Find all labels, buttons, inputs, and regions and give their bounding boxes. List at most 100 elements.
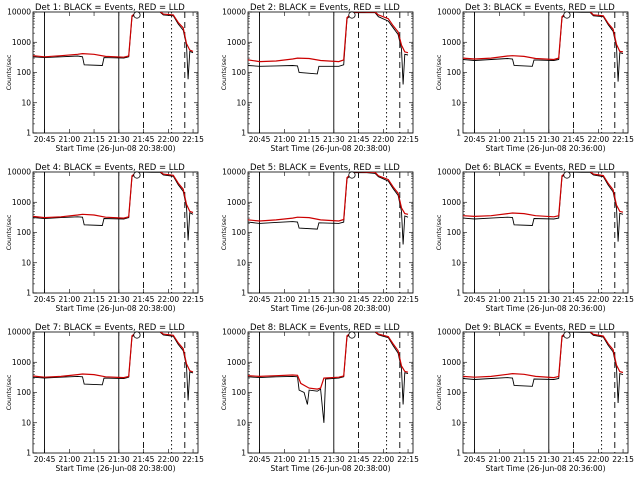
x-tick-label: 21:45 (563, 455, 585, 464)
x-tick-label: 22:00 (372, 135, 394, 144)
x-tick-label: 21:45 (348, 135, 370, 144)
y-tick-label: 10000 (222, 328, 246, 337)
panel-title: Det 8: BLACK = Events, RED = LLD (250, 323, 400, 333)
x-tick-label: 21:30 (108, 295, 130, 304)
y-tick-label: 10 (21, 258, 31, 267)
y-tick-label: 10 (236, 258, 246, 267)
y-tick-label: 10000 (437, 328, 461, 337)
x-tick-label: 22:00 (157, 135, 179, 144)
y-tick-label: 10 (451, 98, 461, 107)
y-tick-label: 10000 (7, 328, 31, 337)
plot-frame (247, 11, 414, 134)
peak-circle-marker (133, 331, 141, 339)
x-tick-label: 21:45 (348, 295, 370, 304)
plot-frame (462, 171, 629, 294)
y-tick-label: 1 (26, 289, 31, 298)
y-axis-label: Counts/sec (220, 214, 228, 250)
x-tick-label: 21:45 (563, 135, 585, 144)
x-tick-label: 21:00 (58, 295, 80, 304)
series-events-line (248, 332, 409, 423)
x-tick-label: 21:30 (108, 455, 130, 464)
plot-frame (32, 11, 199, 134)
x-tick-label: 21:30 (538, 455, 560, 464)
x-tick-label: 22:15 (612, 455, 634, 464)
y-tick-label: 1 (26, 129, 31, 138)
y-tick-label: 1 (241, 129, 246, 138)
x-tick-label: 22:00 (372, 295, 394, 304)
y-tick-label: 100 (17, 388, 32, 397)
x-tick-label: 21:15 (513, 295, 535, 304)
y-axis-label: Counts/sec (435, 54, 443, 90)
series-lld-line (463, 172, 624, 218)
x-tick-label: 20:45 (249, 455, 271, 464)
x-tick-label: 21:30 (323, 135, 345, 144)
panel-title: Det 6: BLACK = Events, RED = LLD (465, 163, 615, 173)
x-tick-label: 21:45 (133, 135, 155, 144)
y-tick-label: 1 (241, 289, 246, 298)
x-tick-label: 21:00 (488, 135, 510, 144)
y-tick-label: 1 (456, 289, 461, 298)
panel-det8: Det 8: BLACK = Events, RED = LLD 1 10 100 10… (220, 323, 419, 473)
y-tick-label: 1 (456, 449, 461, 458)
y-tick-label: 100 (447, 228, 462, 237)
x-tick-label: 22:00 (587, 295, 609, 304)
series-lld-line (248, 332, 409, 390)
y-tick-label: 10 (21, 418, 31, 427)
x-tick-label: 22:15 (182, 295, 204, 304)
panel-det5: Det 5: BLACK = Events, RED = LLD 1 10 100 10… (220, 163, 419, 313)
x-tick-label: 21:00 (273, 455, 295, 464)
peak-circle-marker (563, 331, 571, 339)
panel-det3: Det 3: BLACK = Events, RED = LLD 1 10 100 10… (435, 3, 634, 153)
x-tick-label: 21:15 (298, 455, 320, 464)
plot-frame (462, 331, 629, 454)
y-tick-label: 1 (26, 449, 31, 458)
y-axis-label: Counts/sec (220, 54, 228, 90)
x-tick-label: 21:30 (323, 295, 345, 304)
series-events-line (463, 12, 624, 82)
y-axis-label: Counts/sec (435, 374, 443, 410)
x-tick-label: 21:00 (58, 135, 80, 144)
x-tick-label: 21:30 (538, 135, 560, 144)
series-lld-line (33, 332, 194, 379)
x-axis-label: Start Time (26-Jun-08 20:38:00) (271, 304, 391, 313)
x-tick-label: 21:30 (323, 455, 345, 464)
x-tick-label: 22:15 (612, 135, 634, 144)
data-area (33, 172, 194, 293)
y-axis-label: Counts/sec (5, 374, 13, 410)
y-tick-label: 1000 (442, 358, 461, 367)
x-tick-label: 22:00 (157, 455, 179, 464)
panel-title: Det 1: BLACK = Events, RED = LLD (35, 3, 185, 13)
x-tick-label: 20:45 (464, 295, 486, 304)
peak-circle-marker (563, 11, 571, 19)
x-tick-label: 22:15 (182, 135, 204, 144)
series-lld-line (463, 12, 624, 61)
data-area (248, 12, 409, 133)
x-tick-label: 21:45 (348, 455, 370, 464)
series-events-line (463, 332, 624, 404)
panel-det7: Det 7: BLACK = Events, RED = LLD 1 10 100 10… (5, 323, 204, 473)
y-tick-label: 10000 (222, 8, 246, 17)
peak-circle-marker (348, 331, 356, 339)
x-tick-label: 21:15 (298, 135, 320, 144)
y-tick-label: 100 (232, 228, 247, 237)
x-tick-label: 21:45 (133, 455, 155, 464)
series-lld-line (33, 12, 194, 58)
x-axis-label: Start Time (26-Jun-08 20:38:00) (271, 464, 391, 473)
x-tick-label: 20:45 (464, 135, 486, 144)
y-tick-label: 10 (236, 98, 246, 107)
panel-det4: Det 4: BLACK = Events, RED = LLD 1 10 100 10… (5, 163, 204, 313)
y-tick-label: 100 (17, 228, 32, 237)
y-tick-label: 1000 (12, 198, 31, 207)
x-tick-label: 22:00 (372, 455, 394, 464)
y-tick-label: 1000 (12, 358, 31, 367)
x-tick-label: 21:15 (83, 135, 105, 144)
x-tick-label: 22:15 (612, 295, 634, 304)
x-tick-label: 21:45 (563, 295, 585, 304)
panel-det1: Det 1: BLACK = Events, RED = LLD 1 10 100 10… (5, 3, 204, 153)
panel-title: Det 4: BLACK = Events, RED = LLD (35, 163, 185, 173)
data-area (33, 12, 194, 133)
x-tick-label: 21:00 (273, 295, 295, 304)
x-axis-label: Start Time (26-Jun-08 20:36:00) (486, 464, 606, 473)
y-tick-label: 100 (447, 68, 462, 77)
